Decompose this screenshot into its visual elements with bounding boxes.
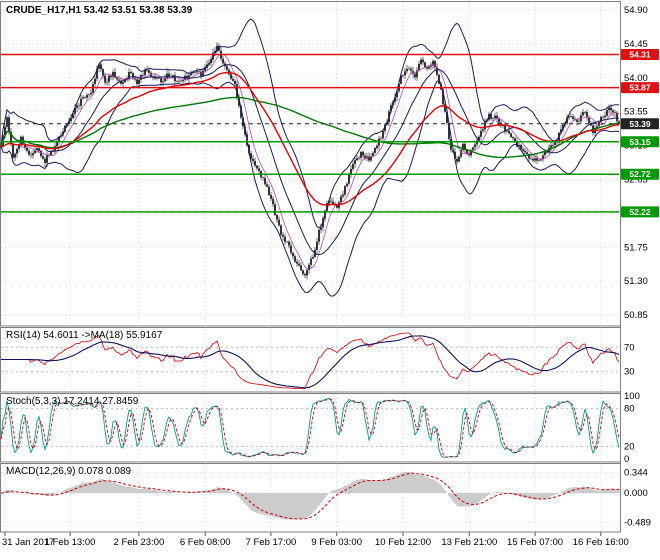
time-axis-label: 2 Feb 23:00 bbox=[114, 537, 165, 548]
price-level-badge-text: 53.87 bbox=[629, 83, 651, 93]
time-axis-label: 1 Feb 13:00 bbox=[45, 537, 96, 548]
rsi-line bbox=[1, 332, 620, 390]
ma-green-line bbox=[0, 96, 620, 159]
price-axis-label: 53.55 bbox=[624, 107, 648, 118]
price-axis-label: 51.75 bbox=[624, 242, 648, 253]
stoch-axis-label: 0 bbox=[624, 454, 629, 465]
time-axis-label: 9 Feb 03:00 bbox=[311, 537, 362, 548]
price-level-badge bbox=[621, 82, 659, 94]
stoch-axis-label: 100 bbox=[624, 391, 640, 402]
ma-red-line bbox=[0, 72, 620, 206]
price-level-badge-text: 52.72 bbox=[629, 169, 651, 179]
bollinger-upper bbox=[0, 18, 619, 229]
bollinger-lower bbox=[0, 80, 620, 297]
time-axis-label: 16 Feb 16:00 bbox=[573, 537, 629, 548]
price-level-badge bbox=[621, 118, 659, 130]
pane-frame-1 bbox=[0, 327, 621, 393]
price-level-badge bbox=[621, 49, 659, 60]
candle-bodies bbox=[0, 45, 620, 276]
price-level-badge bbox=[621, 168, 659, 180]
price-level-badge bbox=[621, 206, 659, 218]
macd-histogram bbox=[2, 471, 620, 520]
price-level-badge-text: 53.15 bbox=[629, 137, 651, 147]
price-axis-label: 54.45 bbox=[624, 39, 648, 50]
rsi-axis-label: 70 bbox=[624, 342, 635, 353]
stoch-axis-label: 20 bbox=[624, 441, 635, 452]
stoch-d-line bbox=[0, 398, 620, 458]
price-axis-label: 54.00 bbox=[624, 73, 648, 84]
ma-magenta-line bbox=[0, 54, 620, 270]
pane-frame-0 bbox=[0, 1, 621, 327]
price-axis-label: 50.85 bbox=[624, 310, 648, 321]
pane-frame-2 bbox=[0, 393, 621, 463]
stoch-k-line bbox=[0, 397, 620, 458]
time-axis-label: 15 Feb 07:00 bbox=[507, 537, 563, 548]
macd-axis-label: 0.344 bbox=[624, 467, 648, 478]
rsi-ma-line bbox=[1, 335, 620, 389]
price-axis-label: 54.90 bbox=[624, 5, 648, 16]
price-axis-label: 52.65 bbox=[624, 175, 648, 186]
time-axis-label: 31 Jan 2017 bbox=[2, 537, 54, 548]
time-axis-label: 6 Feb 08:00 bbox=[180, 537, 231, 548]
price-level-badge-text: 53.39 bbox=[629, 119, 651, 129]
price-axis-label: 51.30 bbox=[624, 276, 648, 287]
rsi-axis-label: 30 bbox=[624, 367, 635, 378]
macd-signal-line bbox=[0, 472, 620, 520]
stoch-axis-label: 80 bbox=[624, 404, 635, 415]
price-level-badge bbox=[621, 136, 659, 148]
time-axis-label: 7 Feb 17:00 bbox=[246, 537, 297, 548]
price-level-badge-text: 52.22 bbox=[629, 207, 651, 217]
price-level-badge-text: 54.31 bbox=[629, 49, 651, 59]
time-axis-label: 10 Feb 12:00 bbox=[375, 537, 431, 548]
macd-axis-label: -0.489 bbox=[624, 517, 651, 528]
macd-axis-label: 0.000 bbox=[624, 488, 648, 499]
time-axis-label: 13 Feb 21:00 bbox=[441, 537, 497, 548]
